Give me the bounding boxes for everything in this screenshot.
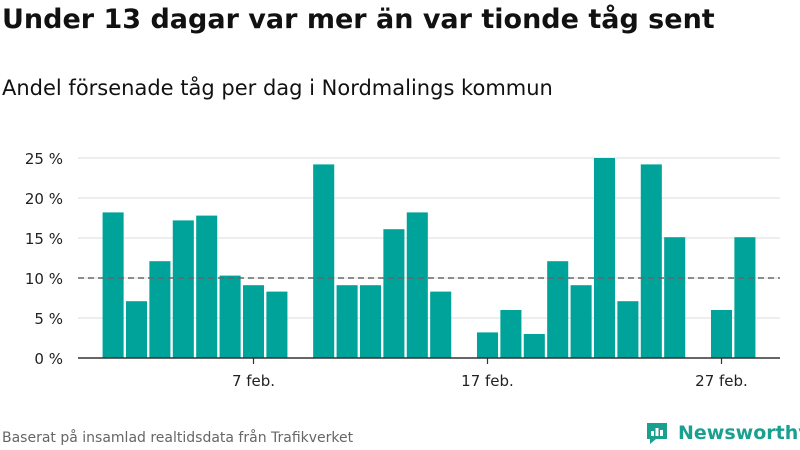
bar bbox=[523, 334, 545, 358]
bar bbox=[359, 285, 382, 358]
bar bbox=[102, 212, 124, 358]
newsworthy-logo-icon bbox=[647, 423, 667, 444]
bar bbox=[149, 261, 171, 358]
y-tick-label: 25 % bbox=[25, 150, 63, 168]
bar bbox=[242, 285, 265, 358]
tick-labels: 0 % 5 % 10 % 15 % 20 % 25 % 7 feb. 17 feb. 27 fe… bbox=[25, 150, 748, 390]
bar bbox=[430, 291, 452, 358]
bar bbox=[266, 291, 288, 358]
brand-logo: Newsworthy bbox=[644, 420, 800, 446]
bar bbox=[406, 212, 428, 358]
y-tick-label: 10 % bbox=[25, 270, 63, 288]
bar bbox=[593, 158, 616, 358]
bar bbox=[383, 229, 405, 358]
bar bbox=[125, 301, 148, 358]
bar bbox=[336, 285, 358, 358]
y-tick-label: 5 % bbox=[34, 310, 63, 328]
bar bbox=[219, 275, 241, 358]
y-tick-label: 15 % bbox=[25, 230, 63, 248]
x-tick-label: 27 feb. bbox=[695, 372, 748, 390]
bar bbox=[172, 220, 194, 358]
bar bbox=[547, 261, 569, 358]
bar bbox=[734, 237, 756, 358]
chart-subtitle: Andel försenade tåg per dag i Nordmaling… bbox=[2, 76, 553, 100]
chart-title: Under 13 dagar var mer än var tionde tåg… bbox=[2, 4, 715, 35]
bar bbox=[476, 332, 499, 358]
x-tick-label: 7 feb. bbox=[232, 372, 275, 390]
x-tick-label: 17 feb. bbox=[461, 372, 514, 390]
bar bbox=[313, 164, 335, 358]
bar bbox=[196, 215, 218, 358]
bar bbox=[570, 285, 592, 358]
bar bbox=[617, 301, 639, 358]
y-tick-label: 20 % bbox=[25, 190, 63, 208]
y-tick-label: 0 % bbox=[34, 350, 63, 368]
brand-name: Newsworthy bbox=[678, 422, 800, 444]
bar-chart: 0 % 5 % 10 % 15 % 20 % 25 % 7 feb. 17 feb. 27 fe… bbox=[25, 150, 780, 390]
bar bbox=[664, 237, 686, 358]
bar bbox=[640, 164, 662, 358]
axes bbox=[78, 357, 780, 364]
bars bbox=[102, 158, 756, 358]
bar bbox=[500, 310, 522, 358]
source-note: Baserat på insamlad realtidsdata från Tr… bbox=[2, 430, 354, 446]
bar bbox=[710, 310, 733, 358]
